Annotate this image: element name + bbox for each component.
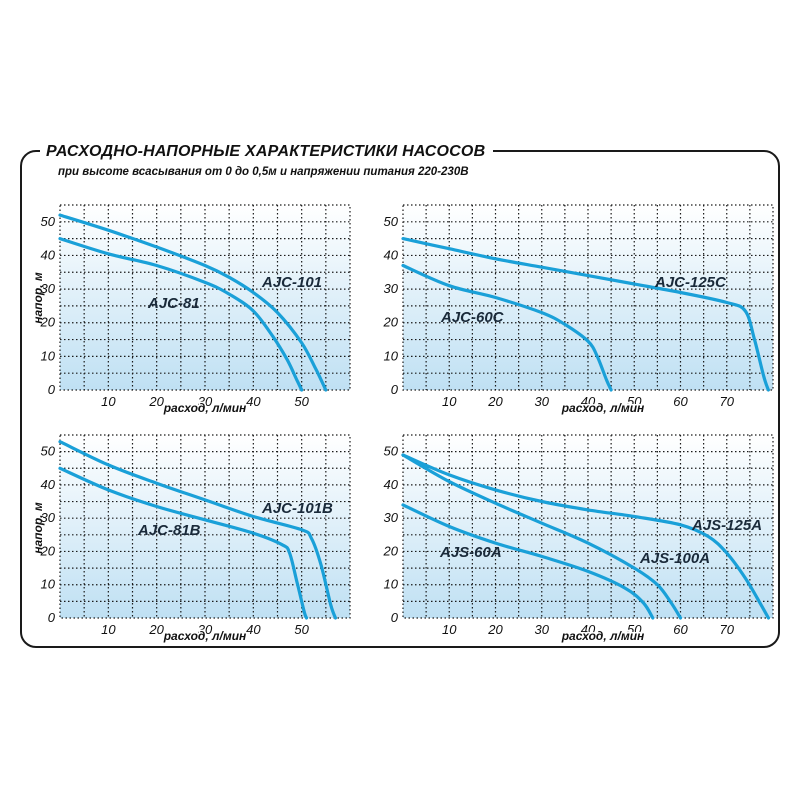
y-tick-label: 10 [41, 348, 56, 363]
y-tick-label: 50 [41, 444, 56, 459]
x-tick-label: 30 [198, 394, 213, 409]
y-tick-label: 40 [384, 477, 399, 492]
series-label-ajc-81: AJC-81 [147, 295, 200, 312]
series-line-ajc-101b [58, 440, 338, 620]
series-label-ajs-125a: AJS-125A [691, 517, 762, 534]
chart-panel-3: 0 10 20 30 40 50 10 20 30 40 50 расход, л/мин напор,… [31, 434, 351, 645]
x-tick-label: 30 [198, 622, 213, 637]
y-tick-label: 50 [384, 444, 399, 459]
plot-border [402, 434, 774, 619]
series-line-ajc-81b [58, 466, 309, 620]
x-tick-label: 40 [581, 622, 596, 637]
series-line-ajs-125a [401, 453, 770, 620]
series-label-ajc-125c: AJC-125C [654, 274, 727, 291]
x-tick-label: 70 [720, 622, 735, 637]
page-subtitle: при высоте всасывания от 0 до 0,5м и нап… [58, 166, 469, 178]
x-tick-label: 50 [627, 394, 642, 409]
y-tick-label: 20 [40, 543, 56, 558]
x-tick-label: 10 [442, 394, 457, 409]
x-tick-label: 20 [148, 394, 164, 409]
chart-panel-2: 0 10 20 30 40 50 10 20 30 40 50 60 70 расход, л/мин AJ… [383, 204, 774, 417]
chart-panel-1: 0 10 20 30 40 50 10 20 30 40 50 расход, л/мин напор,… [31, 204, 351, 417]
series-label-ajc-101b: AJC-101B [261, 500, 333, 517]
x-tick-label: 20 [148, 622, 164, 637]
x-tick-label: 10 [101, 394, 116, 409]
y-tick-label: 10 [41, 577, 56, 592]
x-tick-label: 40 [581, 394, 596, 409]
y-tick-label: 20 [383, 543, 399, 558]
x-tick-label: 50 [294, 622, 309, 637]
series-label-ajs-100a: AJS-100A [639, 550, 710, 567]
x-axis-label: расход, л/мин [163, 629, 247, 643]
y-tick-label: 30 [384, 281, 399, 296]
x-axis-label: расход, л/мин [561, 401, 645, 415]
series-line-ajc-60c [401, 263, 613, 392]
y-tick-label: 30 [41, 510, 56, 525]
y-tick-label: 40 [384, 247, 399, 262]
y-tick-label: 10 [384, 577, 399, 592]
x-tick-label: 60 [673, 622, 688, 637]
x-tick-label: 10 [101, 622, 116, 637]
plot-border [402, 204, 774, 391]
page-title: РАСХОДНО-НАПОРНЫЕ ХАРАКТЕРИСТИКИ НАСОСОВ [46, 143, 486, 160]
series-label-ajc-81b: AJC-81B [137, 522, 201, 539]
series-label-ajs-60a: AJS-60A [439, 544, 502, 561]
y-tick-label: 50 [384, 214, 399, 229]
x-tick-label: 50 [294, 394, 309, 409]
x-tick-label: 10 [442, 622, 457, 637]
series-line-ajc-101 [58, 213, 328, 392]
y-tick-label: 40 [41, 477, 56, 492]
x-tick-label: 70 [720, 394, 735, 409]
x-tick-label: 60 [673, 394, 688, 409]
y-tick-label: 20 [40, 315, 56, 330]
x-tick-label: 20 [487, 622, 503, 637]
y-tick-label: 0 [391, 610, 399, 625]
y-tick-label: 50 [41, 214, 56, 229]
plot-border [59, 434, 351, 619]
chart-panel-4: 0 10 20 30 40 50 10 20 30 40 50 60 70 расход, л/мин AJ… [383, 434, 774, 645]
series-line-ajs-100a [401, 453, 683, 620]
series-line-ajc-81 [58, 237, 304, 392]
y-tick-label: 10 [384, 348, 399, 363]
x-tick-label: 40 [246, 394, 261, 409]
y-axis-label: напор, м [31, 272, 45, 324]
series-line-ajc-125c [401, 237, 770, 392]
series-line-ajs-60a [401, 503, 655, 620]
title-wrap: РАСХОДНО-НАПОРНЫЕ ХАРАКТЕРИСТИКИ НАСОСОВ [40, 143, 494, 161]
x-tick-label: 20 [487, 394, 503, 409]
series-label-ajc-60c: AJC-60C [440, 309, 505, 326]
y-tick-label: 0 [48, 382, 56, 397]
plot-border [59, 204, 351, 391]
y-tick-label: 40 [41, 247, 56, 262]
y-tick-label: 30 [384, 510, 399, 525]
series-label-ajc-101: AJC-101 [261, 274, 322, 291]
x-tick-label: 40 [246, 622, 261, 637]
y-tick-label: 0 [391, 382, 399, 397]
x-axis-label: расход, л/мин [163, 401, 247, 415]
x-axis-label: расход, л/мин [561, 629, 645, 643]
x-tick-label: 50 [627, 622, 642, 637]
x-tick-label: 30 [535, 622, 550, 637]
y-axis-label: напор, м [31, 502, 45, 554]
y-tick-label: 20 [383, 315, 399, 330]
x-tick-label: 30 [535, 394, 550, 409]
y-tick-label: 30 [41, 281, 56, 296]
y-tick-label: 0 [48, 610, 56, 625]
